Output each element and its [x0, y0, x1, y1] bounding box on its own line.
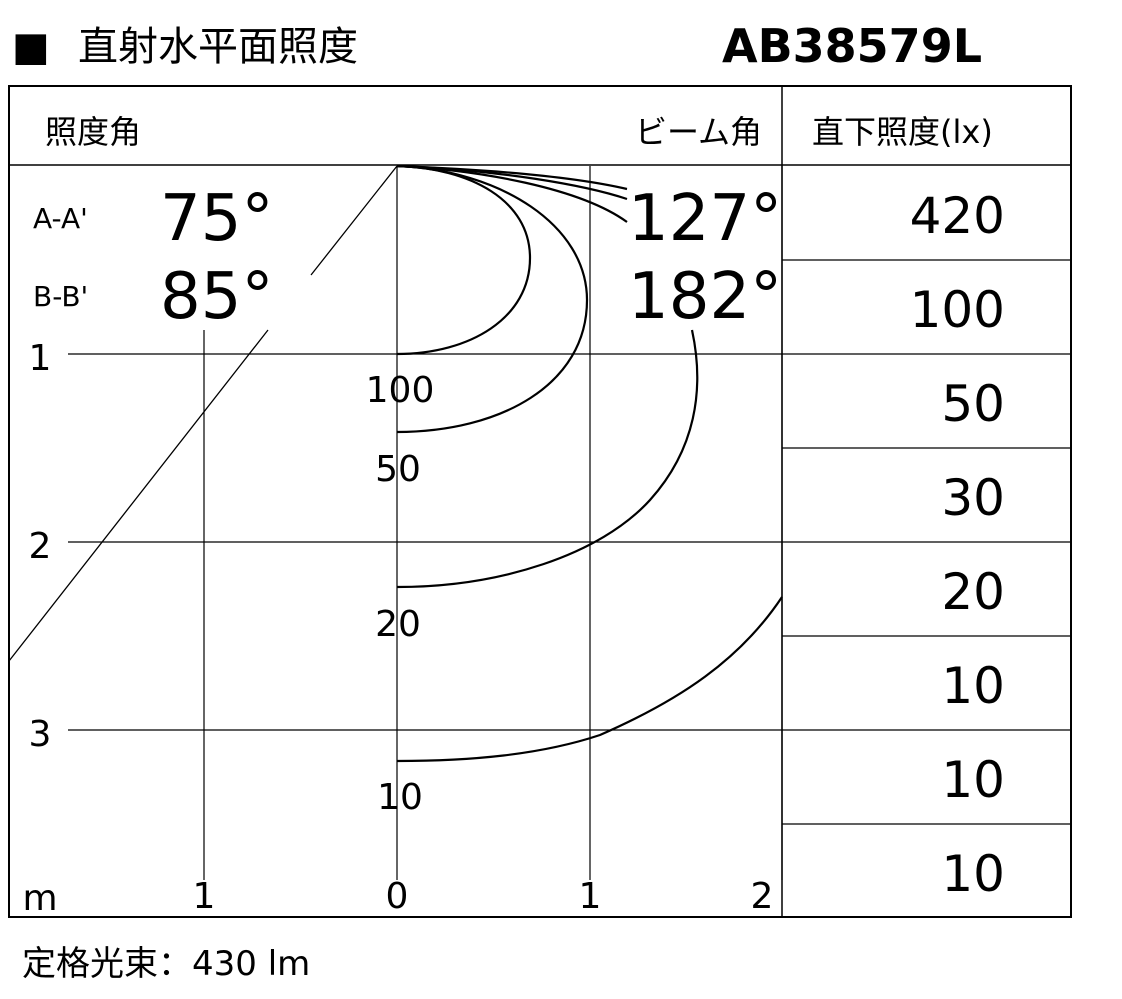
- contour-20-lower: [396, 329, 699, 589]
- lux-row-dividers: [782, 259, 1071, 825]
- contour-label-50: 50: [375, 449, 421, 490]
- contour-50: [396, 164, 589, 434]
- distance-tick-1: 1: [29, 338, 52, 379]
- h-tick-right-2: 2: [751, 876, 774, 917]
- direct-lux-column: 420 100 50 30 20 10 10 10: [910, 187, 1005, 903]
- lux-value-2: 100: [910, 281, 1005, 339]
- model-number: AB38579L: [722, 19, 982, 73]
- illum-angle-label: 照度角: [45, 113, 141, 151]
- rated-flux: 定格光束：430 lm: [22, 944, 310, 984]
- h-tick-0: 0: [386, 876, 409, 917]
- lux-value-6: 10: [941, 657, 1005, 715]
- illum-angle-line-upper: [310, 165, 398, 276]
- angle-name-a: A-A': [33, 202, 88, 235]
- h-tick-right-1: 1: [579, 876, 602, 917]
- illum-angle-b: 85°: [160, 260, 273, 334]
- contour-100: [396, 164, 532, 356]
- lux-value-5: 20: [941, 563, 1005, 621]
- chart-frame: [8, 85, 1072, 918]
- beam-angle-a: 127°: [628, 182, 782, 256]
- h-tick-left-1: 1: [193, 876, 216, 917]
- lux-value-1: 420: [910, 187, 1005, 245]
- contour-10-lower: [396, 596, 783, 763]
- unit-label: m: [22, 878, 57, 919]
- beam-angle-b: 182°: [628, 260, 782, 334]
- lux-value-8: 10: [941, 845, 1005, 903]
- contour-label-20: 20: [375, 604, 421, 645]
- contour-label-10: 10: [377, 777, 423, 818]
- lux-value-4: 30: [941, 469, 1005, 527]
- lux-value-3: 50: [941, 375, 1005, 433]
- illum-angle-line-lower: [8, 329, 269, 662]
- distance-tick-3: 3: [29, 714, 52, 755]
- page-title: 直射水平面照度: [78, 24, 358, 70]
- beam-angle-label: ビーム角: [635, 113, 762, 151]
- contour-10-upper-b: [396, 164, 628, 201]
- distance-tick-2: 2: [29, 526, 52, 567]
- lux-value-7: 10: [941, 751, 1005, 809]
- title-marker: ■: [12, 24, 50, 70]
- illum-angle-a: 75°: [160, 182, 273, 256]
- angle-name-b: B-B': [33, 280, 88, 313]
- contour-label-100: 100: [366, 370, 435, 411]
- direct-lux-label: 直下照度(lx): [812, 113, 993, 151]
